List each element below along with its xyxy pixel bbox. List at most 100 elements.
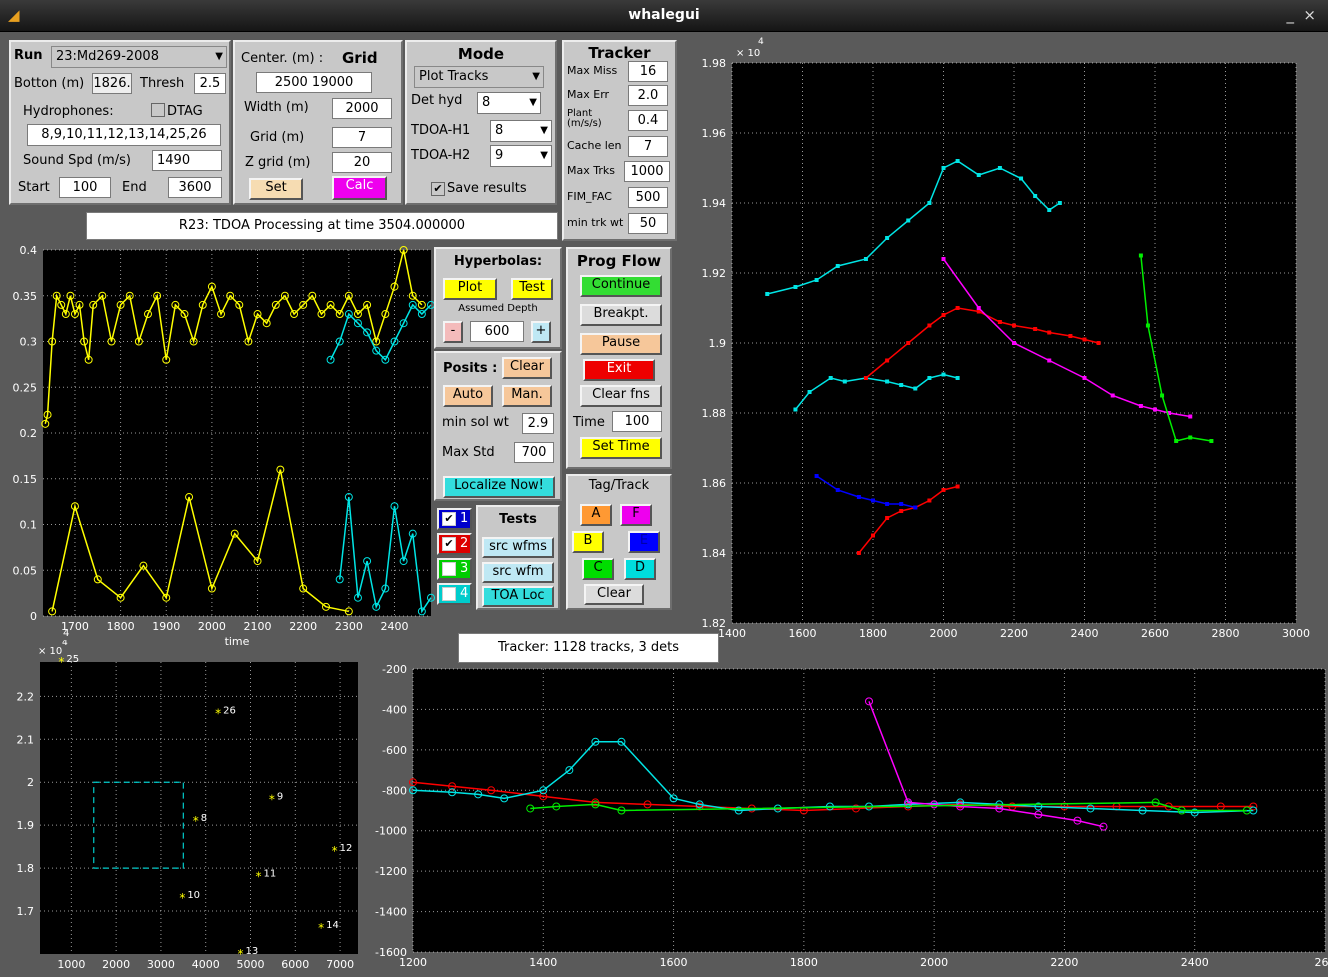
data-point	[835, 488, 840, 492]
set-button[interactable]: Set	[249, 178, 303, 200]
data-point	[308, 291, 317, 300]
zgrid-field[interactable]: 20	[332, 152, 392, 173]
tag-clear-button[interactable]: Clear	[584, 584, 644, 605]
tag-e-button[interactable]: E	[628, 531, 660, 553]
center-label: Center. (m) :	[241, 51, 324, 66]
pause-button[interactable]: Pause	[580, 333, 662, 355]
hydrophone-label: 13	[246, 946, 259, 957]
breakpoint-button[interactable]: Breakpt.	[580, 304, 662, 326]
data-point	[299, 584, 308, 593]
bottom-field[interactable]: 1826.	[92, 73, 132, 94]
data-point	[591, 798, 600, 807]
x-axis-label: time	[225, 635, 250, 648]
data-point	[43, 410, 52, 419]
center-field[interactable]: 2500 19000	[256, 72, 372, 93]
toa-loc-button[interactable]: TOA Loc	[482, 586, 554, 607]
localize-now-button[interactable]: Localize Now!	[443, 476, 555, 498]
grid-m-label: Grid (m)	[250, 130, 305, 145]
data-point	[1082, 337, 1087, 342]
data-point	[643, 800, 652, 809]
channel-checkbox[interactable]: ✔	[442, 537, 456, 551]
max-std-field[interactable]: 700	[514, 442, 554, 463]
tdoa-h1-select[interactable]: 8 ▼	[490, 120, 552, 142]
y-tick-label: 0.25	[13, 381, 38, 394]
plot-area	[40, 662, 358, 954]
tracker-param-field[interactable]: 50	[628, 213, 668, 234]
auto-button[interactable]: Auto	[443, 385, 493, 407]
run-select[interactable]: 23:Md269-2008 ▼	[51, 46, 227, 68]
hydrophone-marker: *	[269, 792, 275, 806]
hydrophone-label: 11	[263, 869, 276, 880]
time-field[interactable]: 100	[612, 411, 662, 432]
tracker-param-field[interactable]: 0.4	[628, 110, 668, 131]
depth-plus-button[interactable]: +	[531, 321, 551, 343]
channel-3-toggle[interactable]: 3	[437, 558, 472, 580]
end-field[interactable]: 3600	[168, 177, 222, 198]
data-point	[344, 291, 353, 300]
tag-f-button[interactable]: F	[620, 504, 652, 526]
channel-4-toggle[interactable]: 4	[437, 583, 472, 605]
grid-title: Grid	[342, 49, 378, 67]
tag-c-button[interactable]: C	[582, 558, 614, 580]
save-results-checkbox[interactable]: ✔	[431, 182, 445, 196]
y-tick-label: 2.1	[17, 733, 35, 746]
tracker-param-field[interactable]: 500	[628, 187, 668, 208]
y-tick-label: 1.86	[702, 477, 727, 490]
tag-a-button[interactable]: A	[580, 504, 612, 526]
min-sol-wt-field[interactable]: 2.9	[522, 413, 554, 434]
start-field[interactable]: 100	[59, 177, 111, 198]
det-hyd-select[interactable]: 8 ▼	[477, 92, 541, 114]
set-time-button[interactable]: Set Time	[580, 437, 662, 459]
tracker-param-field[interactable]: 1000	[624, 161, 670, 182]
tdoa-h2-select[interactable]: 9 ▼	[490, 145, 552, 167]
grid-m-field[interactable]: 7	[332, 127, 392, 148]
continue-button[interactable]: Continue	[580, 275, 662, 297]
data-point	[885, 379, 890, 384]
hydrophone-marker: *	[215, 707, 221, 721]
src-wfms-button[interactable]: src wfms	[482, 537, 554, 558]
start-label: Start	[18, 180, 50, 195]
data-point	[1190, 808, 1199, 817]
channel-1-toggle[interactable]: ✔ 1	[437, 508, 472, 530]
posits-clear-button[interactable]: Clear	[502, 357, 552, 379]
tracker-param-field[interactable]: 7	[628, 136, 668, 157]
data-point	[941, 166, 946, 170]
x-tick-label: 2000	[102, 958, 130, 971]
y-tick-label: -400	[382, 703, 407, 716]
test-button[interactable]: Test	[511, 278, 553, 300]
tracker-param-field[interactable]: 2.0	[628, 85, 668, 106]
data-point	[1096, 341, 1101, 345]
sound-speed-field[interactable]: 1490	[152, 150, 222, 171]
depth-field[interactable]: 600	[470, 321, 524, 342]
tracker-param-field[interactable]: 16	[628, 61, 668, 82]
depth-minus-button[interactable]: -	[443, 321, 463, 343]
calc-button[interactable]: Calc	[332, 176, 387, 200]
data-point	[539, 786, 548, 795]
width-field[interactable]: 2000	[332, 98, 392, 119]
thresh-field[interactable]: 2.5	[194, 73, 226, 94]
x-tick-label: 2400	[1071, 627, 1099, 640]
x-tick-label: 2300	[335, 620, 363, 633]
exit-button[interactable]: Exit	[583, 359, 655, 381]
channel-checkbox[interactable]: ✔	[442, 512, 456, 526]
hydrophones-field[interactable]: 8,9,10,11,12,13,14,25,26	[27, 124, 221, 146]
tag-b-button[interactable]: B	[572, 531, 604, 553]
minimize-button[interactable]: _	[1286, 6, 1295, 24]
data-point	[226, 291, 235, 300]
min-sol-wt-label: min sol wt	[442, 415, 509, 430]
close-button[interactable]: ×	[1303, 6, 1316, 24]
data-point	[1177, 806, 1186, 815]
mode-select[interactable]: Plot Tracks ▼	[414, 66, 544, 88]
dtag-checkbox[interactable]	[151, 103, 165, 117]
plot-button[interactable]: Plot	[443, 278, 497, 300]
clear-fns-button[interactable]: Clear fns	[580, 385, 662, 407]
data-point	[885, 358, 890, 363]
tag-d-button[interactable]: D	[624, 558, 656, 580]
manual-button[interactable]: Man.	[502, 385, 552, 407]
channel-checkbox[interactable]	[442, 587, 456, 601]
run-panel: Run 23:Md269-2008 ▼ Botton (m) 1826. Thre…	[9, 40, 231, 205]
src-wfm-button[interactable]: src wfm	[482, 562, 554, 583]
channel-checkbox[interactable]	[442, 562, 456, 576]
data-point	[927, 376, 932, 380]
channel-2-toggle[interactable]: ✔ 2	[437, 533, 472, 555]
